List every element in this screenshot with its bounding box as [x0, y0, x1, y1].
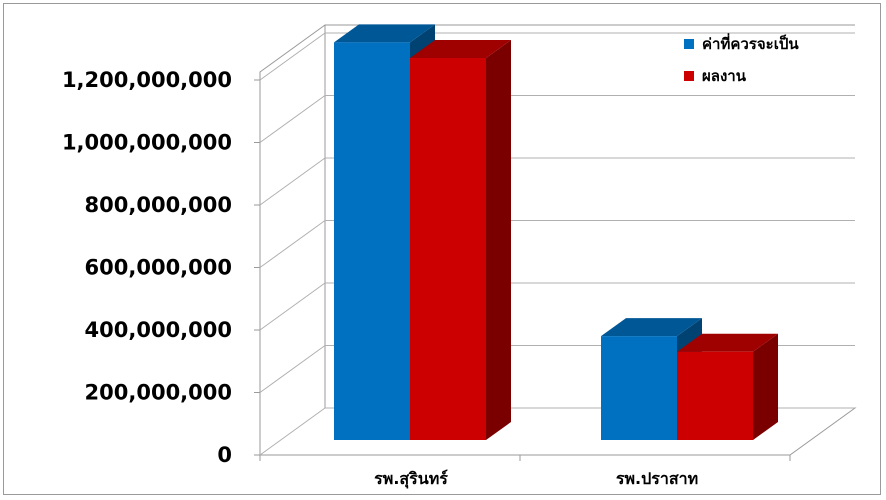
gridline-side — [259, 407, 326, 456]
y-tick-label: 800,000,000 — [85, 193, 232, 217]
chart-walls — [254, 24, 857, 461]
bar-top-face — [677, 333, 778, 352]
bars — [334, 24, 778, 440]
x-tick-label: รพ.ปราสาท — [616, 469, 698, 488]
y-tick-label: 400,000,000 — [85, 318, 232, 342]
gridline-side — [259, 32, 326, 81]
bar — [677, 333, 778, 440]
bar-front-face — [334, 42, 410, 440]
gridline-side — [259, 345, 326, 393]
bar-top-face — [334, 24, 435, 43]
bar-top-face — [410, 40, 511, 58]
legend-label: ผลงาน — [702, 67, 747, 85]
y-tick-label: 1,000,000,000 — [62, 131, 232, 155]
y-tick-label: 1,200,000,000 — [62, 68, 232, 92]
bar-side-face — [486, 40, 511, 440]
y-tick-label: 0 — [217, 443, 232, 467]
gridline-side — [259, 282, 326, 331]
legend-swatch — [684, 39, 694, 49]
y-tick-label: 200,000,000 — [85, 381, 232, 405]
bar — [410, 40, 511, 440]
back-wall-outline — [259, 24, 855, 455]
x-axis-tick-labels: รพ.สุรินทร์ รพ.ปราสาท — [374, 469, 698, 489]
y-tick-label: 600,000,000 — [85, 256, 232, 280]
gridline-side — [259, 95, 326, 143]
bar-front-face — [677, 351, 753, 440]
bar-side-face — [753, 333, 778, 440]
gridline-side — [259, 157, 326, 206]
legend-label: ค่าที่ควรจะเป็น — [702, 33, 799, 53]
y-axis-tick-labels: 0 200,000,000 400,000,000 600,000,000 800,00… — [62, 68, 232, 467]
legend-swatch — [684, 71, 694, 81]
x-tick-label: รพ.สุรินทร์ — [374, 469, 448, 489]
bar-front-face — [601, 336, 677, 440]
bar-front-face — [410, 58, 486, 440]
bar-top-face — [601, 318, 702, 337]
gridline-side — [259, 220, 326, 268]
